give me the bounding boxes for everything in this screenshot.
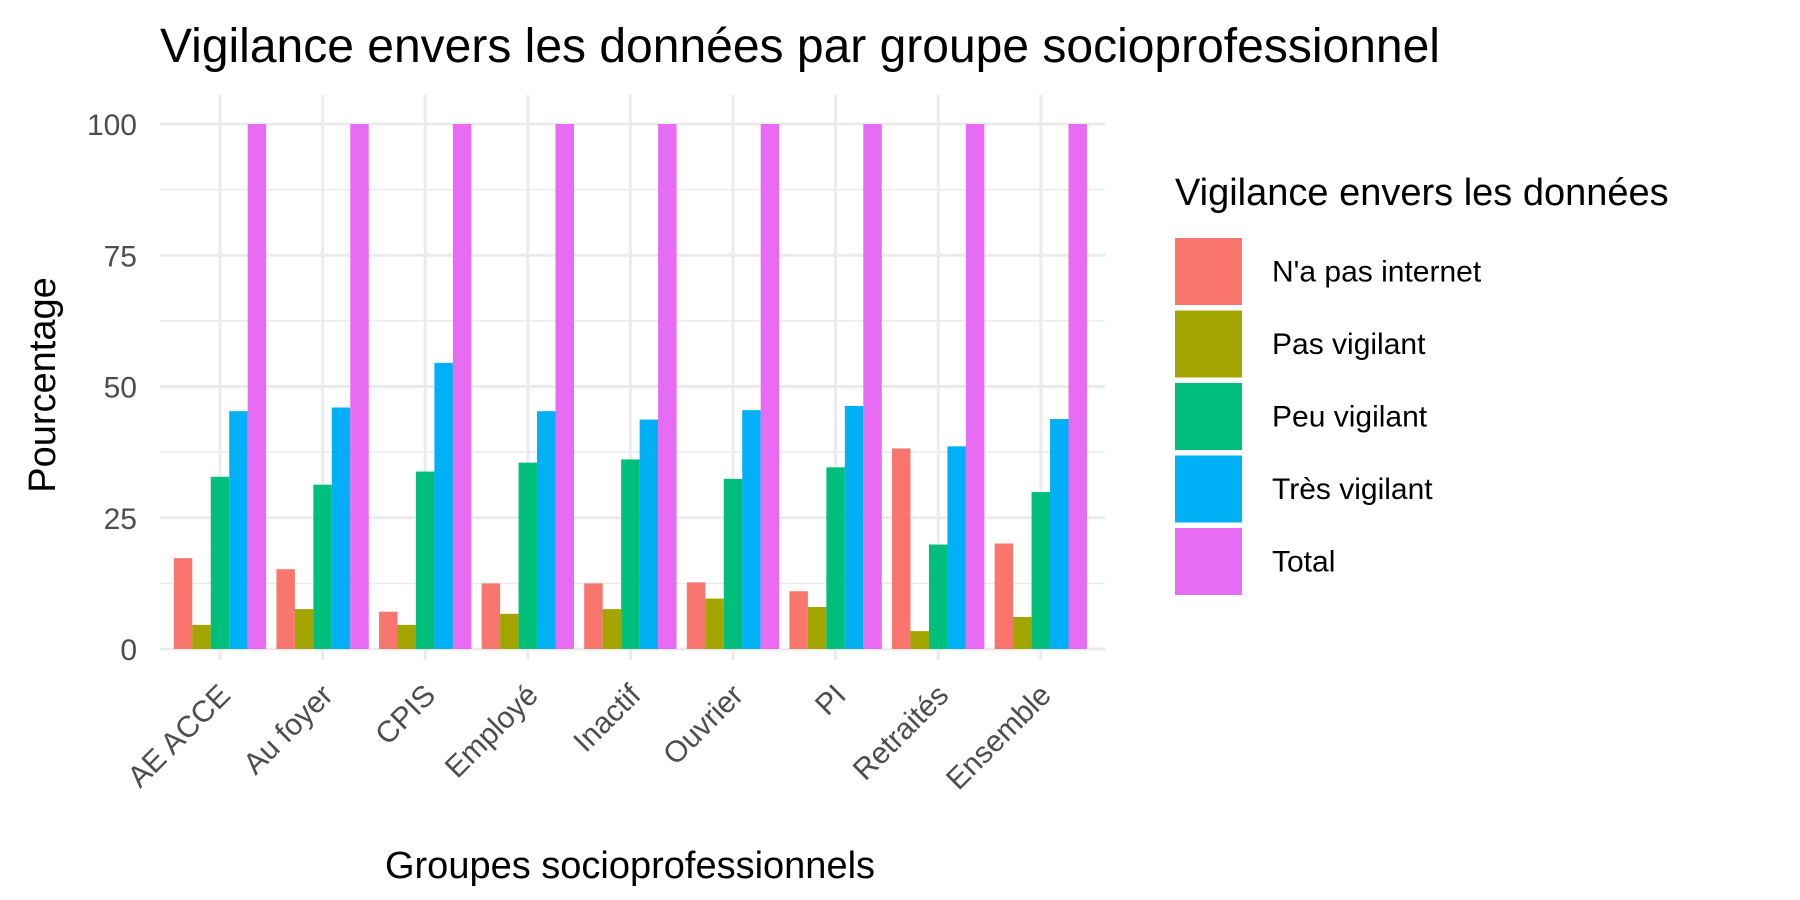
bar [910,631,929,649]
bar [313,484,332,649]
bar [500,613,519,649]
bar [760,124,780,649]
bar [705,598,724,649]
bar [1068,124,1087,649]
bar [350,124,369,649]
bar [742,410,761,649]
bar [928,544,948,649]
bar [807,607,827,649]
legend-label: N'a pas internet [1272,256,1482,289]
x-tick-label: Employé [439,679,545,785]
x-tick-label: AE ACCE [122,679,237,794]
bar [518,462,538,649]
bar [844,405,864,649]
bar [892,448,911,649]
bar [1031,492,1051,649]
chart-title: Vigilance envers les données par groupe … [160,20,1440,73]
legend-key [1175,238,1242,305]
bar [789,591,808,649]
x-tick-label: Ensemble [940,679,1058,797]
bar [397,624,416,649]
bar [555,124,574,649]
bar [229,411,248,649]
legend-label: Peu vigilant [1272,401,1428,434]
legend-title: Vigilance envers les données [1175,172,1669,214]
bar [994,543,1014,649]
y-tick-label: 75 [104,240,137,273]
bar [537,411,556,649]
legend: N'a pas internet Pas vigilant Peu vigilant… [1175,238,1482,595]
bar [192,624,211,649]
bar [965,124,985,649]
bar [331,407,351,649]
x-tick-label: CPIS [369,679,442,752]
bar [602,609,622,649]
x-axis-title: Groupes socioprofessionnels [385,845,875,887]
y-axis-title: Pourcentage [22,277,64,493]
bar [452,124,472,649]
bar [379,611,398,649]
bar [723,478,743,649]
bar [621,459,640,649]
bar [1050,419,1069,649]
y-tick-label: 100 [87,109,137,142]
legend-key [1175,528,1242,595]
legend-key [1175,383,1242,450]
bar [247,124,267,649]
bar [173,558,193,649]
x-tick-label: Ouvrier [657,679,750,772]
legend-label: Pas vigilant [1272,328,1426,361]
bar [947,446,966,649]
legend-label: Total [1272,546,1335,579]
bar [658,124,677,649]
y-axis-ticks: 0 25 50 75 100 [87,109,137,667]
bars [173,124,1087,649]
bar [210,476,230,649]
bar [686,582,706,649]
bar [294,609,314,649]
y-tick-label: 25 [104,503,137,536]
bar [415,471,435,649]
x-tick-label: Inactif [567,678,647,758]
x-tick-label: Retraités [847,679,955,787]
legend-key [1175,310,1242,378]
bar [826,467,845,649]
x-tick-label: PI [809,679,852,722]
x-tick-label: Au foyer [237,679,339,781]
bar [276,569,295,649]
y-tick-label: 0 [120,634,137,667]
bar [584,583,603,649]
y-tick-label: 50 [104,372,137,405]
legend-key [1175,455,1242,523]
bar [434,362,453,649]
bar [481,583,501,649]
bar [639,419,659,649]
legend-label: Très vigilant [1272,473,1433,506]
bar [1013,616,1032,649]
bar [863,124,882,649]
